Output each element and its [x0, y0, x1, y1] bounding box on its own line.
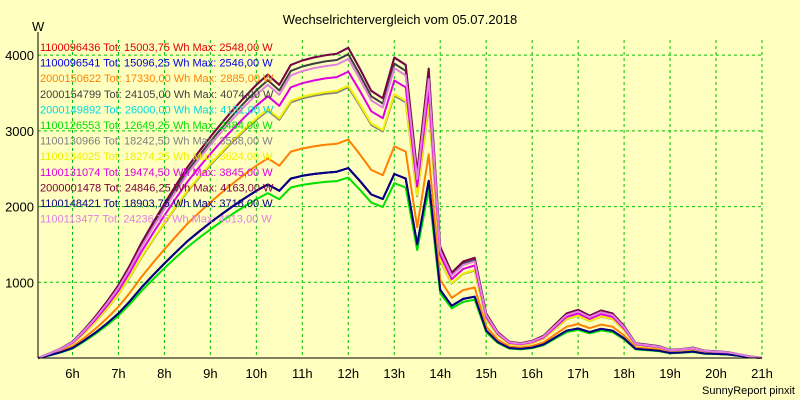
x-tick-label: 19h — [659, 366, 681, 381]
x-tick-label: 17h — [567, 366, 589, 381]
series-line-3 — [37, 138, 763, 359]
legend-entry-5: 2000149892 Tot: 26000,00 Wh Max: 4151,00… — [40, 104, 274, 116]
series-line-12 — [37, 57, 763, 359]
legend-entry-8: 1100134025 Tot: 18274,25 Wh Max: 3624,00… — [40, 151, 273, 163]
y-tick-label: 2000 — [5, 200, 34, 215]
footer-credit: SunnyReport pinxit — [702, 385, 795, 397]
legend-entry-11: 1100148421 Tot: 18903,75 Wh Max: 3718,00… — [40, 198, 273, 210]
axes — [37, 32, 762, 359]
x-tick-label: 15h — [475, 366, 497, 381]
legend-entry-4: 2000154799 Tot: 24105,00 Wh Max: 4074,00… — [40, 89, 274, 101]
y-tick-label: 4000 — [5, 48, 34, 63]
x-tick-label: 16h — [521, 366, 543, 381]
x-tick-label: 7h — [111, 366, 125, 381]
legend-entry-6: 1100126553 Tot: 12649,25 Wh Max: 2484,00… — [40, 120, 273, 132]
x-tick-label: 13h — [383, 366, 405, 381]
legend-entry-1: 1100096436 Tot: 15003,75 Wh Max: 2548,00… — [40, 42, 273, 54]
x-tick-label: 12h — [337, 366, 359, 381]
x-tick-label: 8h — [157, 366, 171, 381]
legend-entry-7: 1100130966 Tot: 18242,50 Wh Max: 3588,00… — [40, 136, 273, 148]
legend-entry-2: 1100096541 Tot: 15096,25 Wh Max: 2546,00… — [40, 58, 273, 70]
x-tick-label: 9h — [203, 366, 217, 381]
x-axis-ticks: 6h 7h 8h 9h 10h 11h 12h 13h 14h 15h 16h 17h 18h 19h 20… — [65, 366, 773, 381]
y-axis-ticks: 1000 2000 3000 4000 — [5, 48, 34, 290]
series-lines — [37, 46, 763, 359]
x-tick-label: 14h — [429, 366, 451, 381]
legend-entry-3: 2000150622 Tot: 17330,00 Wh Max: 2885,00… — [40, 73, 274, 85]
grid — [38, 40, 763, 358]
y-axis-label: W — [32, 19, 45, 34]
x-tick-label: 11h — [292, 366, 313, 381]
y-tick-label: 3000 — [5, 124, 34, 139]
x-tick-label: 6h — [65, 366, 79, 381]
legend-entry-10: 2000001478 Tot: 24846,25 Wh Max: 4163,00… — [40, 182, 274, 194]
y-tick-label: 1000 — [5, 275, 34, 290]
x-tick-label: 10h — [245, 366, 267, 381]
x-tick-label: 21h — [751, 366, 773, 381]
legend-entry-12: 1100113477 Tot: 24236,75 Wh Max: 4013,00… — [40, 214, 272, 226]
legend-entry-9: 1100131074 Tot: 19474,50 Wh Max: 3845,00… — [40, 167, 273, 179]
x-tick-label: 18h — [613, 366, 635, 381]
legend: 1100096436 Tot: 15003,75 Wh Max: 2548,00… — [40, 42, 274, 226]
chart-title: Wechselrichtervergleich vom 05.07.2018 — [283, 12, 518, 27]
x-tick-label: 20h — [705, 366, 727, 381]
series-line-11 — [37, 167, 763, 359]
